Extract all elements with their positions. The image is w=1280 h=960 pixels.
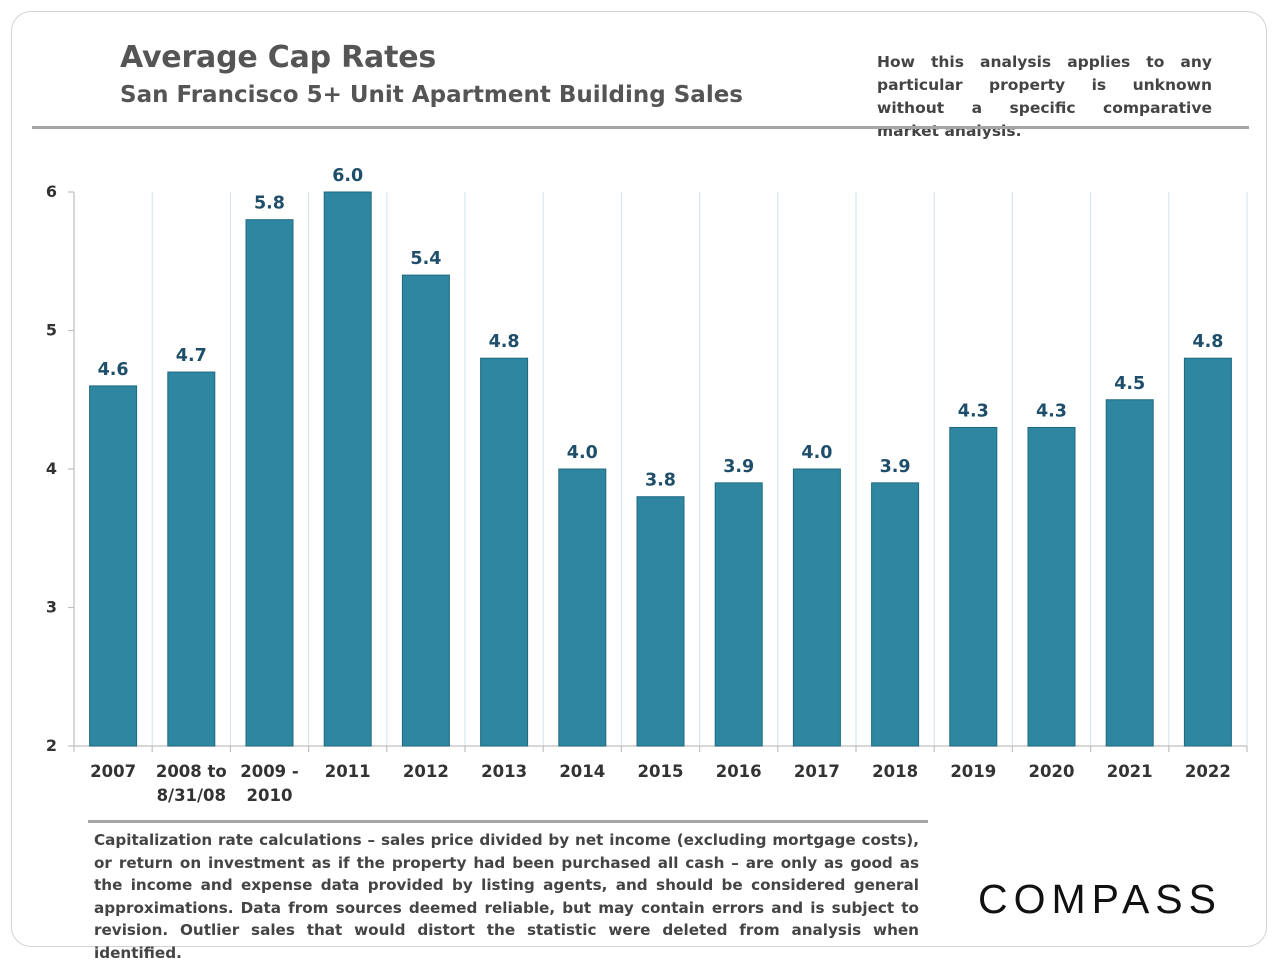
bar xyxy=(1027,426,1076,747)
bar-value-label: 4.3 xyxy=(1036,401,1067,421)
bar xyxy=(167,371,216,747)
bar xyxy=(636,496,685,747)
bar xyxy=(480,357,529,747)
bar-value-label: 4.8 xyxy=(1192,332,1223,352)
bar xyxy=(949,426,998,747)
bar xyxy=(792,468,841,747)
x-tick-label: 2009 - xyxy=(240,762,299,781)
x-tick-label: 2018 xyxy=(872,762,918,781)
x-tick-label: 2011 xyxy=(325,762,371,781)
bar xyxy=(401,274,450,747)
header-divider xyxy=(32,126,1249,129)
x-tick-label: 2021 xyxy=(1107,762,1153,781)
bar xyxy=(714,482,763,747)
bar xyxy=(323,191,372,747)
y-tick-label: 5 xyxy=(46,321,57,340)
x-tick-label: 8/31/08 xyxy=(157,786,226,805)
bar xyxy=(1183,357,1232,747)
bar-value-label: 5.4 xyxy=(410,249,441,269)
bar-value-label: 3.9 xyxy=(880,457,911,477)
footnote-text: Capitalization rate calculations – sales… xyxy=(94,831,919,960)
bar xyxy=(89,385,138,747)
chart-subtitle: San Francisco 5+ Unit Apartment Building… xyxy=(120,82,743,108)
x-tick-label: 2012 xyxy=(403,762,449,781)
y-tick-label: 4 xyxy=(46,459,57,478)
footer-divider xyxy=(88,820,928,823)
x-tick-label: 2015 xyxy=(638,762,684,781)
y-tick-label: 3 xyxy=(46,598,57,617)
bar-value-label: 5.8 xyxy=(254,194,285,214)
bar-value-label: 4.0 xyxy=(801,443,832,463)
bar-value-label: 4.6 xyxy=(98,360,129,380)
bar-value-label: 3.9 xyxy=(723,457,754,477)
x-tick-label: 2014 xyxy=(559,762,605,781)
bar xyxy=(1105,399,1154,747)
x-tick-label: 2013 xyxy=(481,762,527,781)
x-tick-label: 2019 xyxy=(950,762,996,781)
x-tick-label: 2010 xyxy=(247,786,293,805)
bar-value-label: 4.8 xyxy=(489,332,520,352)
bar xyxy=(558,468,607,747)
chart-title: Average Cap Rates xyxy=(120,40,437,75)
x-tick-label: 2008 to xyxy=(156,762,227,781)
bar-value-label: 6.0 xyxy=(332,166,363,186)
bar-value-label: 4.7 xyxy=(176,346,207,366)
bar-value-label: 4.0 xyxy=(567,443,598,463)
x-tick-label: 2020 xyxy=(1029,762,1075,781)
bar-value-label: 4.3 xyxy=(958,401,989,421)
y-tick-label: 6 xyxy=(46,182,57,201)
bar xyxy=(871,482,920,747)
bar-value-label: 4.5 xyxy=(1114,374,1145,394)
bar xyxy=(245,219,294,747)
x-tick-label: 2007 xyxy=(90,762,136,781)
bar-value-label: 3.8 xyxy=(645,471,676,491)
disclaimer-text: How this analysis applies to any particu… xyxy=(877,53,1212,140)
x-tick-label: 2016 xyxy=(716,762,762,781)
compass-logo: COMPASS xyxy=(978,876,1222,922)
x-tick-label: 2022 xyxy=(1185,762,1231,781)
x-tick-label: 2017 xyxy=(794,762,840,781)
y-tick-label: 2 xyxy=(46,736,57,755)
